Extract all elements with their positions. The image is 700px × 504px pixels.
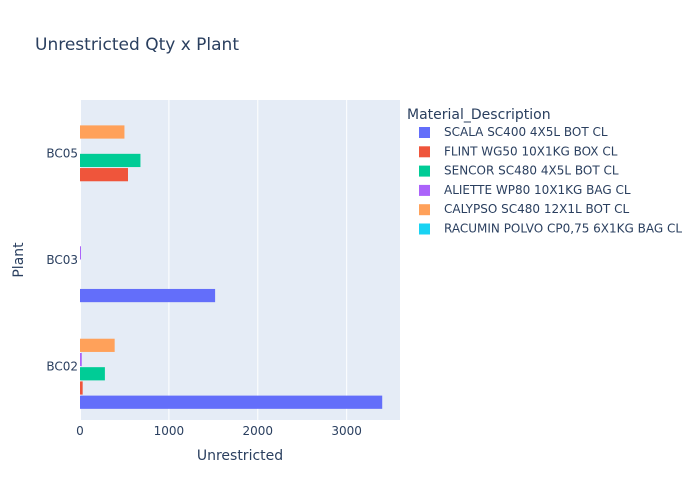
bar [80,125,125,139]
legend-title: Material_Description [407,107,551,123]
y-axis-title: Plant [11,242,27,278]
legend-swatch [419,184,430,196]
legend-label: ALIETTE WP80 10X1KG BAG CL [444,183,631,197]
bar [80,168,128,182]
chart-title: Unrestricted Qty x Plant [35,35,239,55]
bar [80,288,216,303]
x-tick-labels: 0 1000 2000 3000 [76,424,362,438]
legend-label: FLINT WG50 10X1KG BOX CL [444,144,618,158]
legend-swatch [419,165,430,177]
y-tick-labels: BC02 BC03 BC05 [46,146,78,373]
y-tick-label: BC02 [46,360,78,374]
legend-swatch [419,204,430,216]
x-tick-label: 2000 [243,424,274,438]
legend-swatch [419,146,430,158]
bar [80,246,81,260]
x-tick-label: 0 [76,424,84,438]
bar [80,352,82,367]
bar [80,395,383,409]
x-tick-label: 3000 [331,424,362,438]
bar [80,338,115,352]
y-tick-label: BC03 [46,253,78,267]
y-tick-label: BC05 [46,146,78,160]
bar [80,367,105,381]
bar [80,153,141,168]
legend-label: SENCOR SC480 4X5L BOT CL [444,164,619,178]
legend-swatch [419,223,430,235]
legend-label: CALYPSO SC480 12X1L BOT CL [444,202,629,216]
legend-swatch [419,127,430,138]
plot-background [80,100,400,420]
x-axis-title: Unrestricted [197,448,283,464]
x-tick-label: 1000 [154,424,185,438]
grid-layer [79,100,348,420]
bars-layer [80,125,383,409]
legend: SCALA SC400 4X5L BOT CL FLINT WG50 10X1KG… [419,125,682,236]
bar [80,381,83,395]
legend-label: SCALA SC400 4X5L BOT CL [444,125,608,139]
legend-label: RACUMIN POLVO CP0,75 6X1KG BAG CL [444,222,682,236]
